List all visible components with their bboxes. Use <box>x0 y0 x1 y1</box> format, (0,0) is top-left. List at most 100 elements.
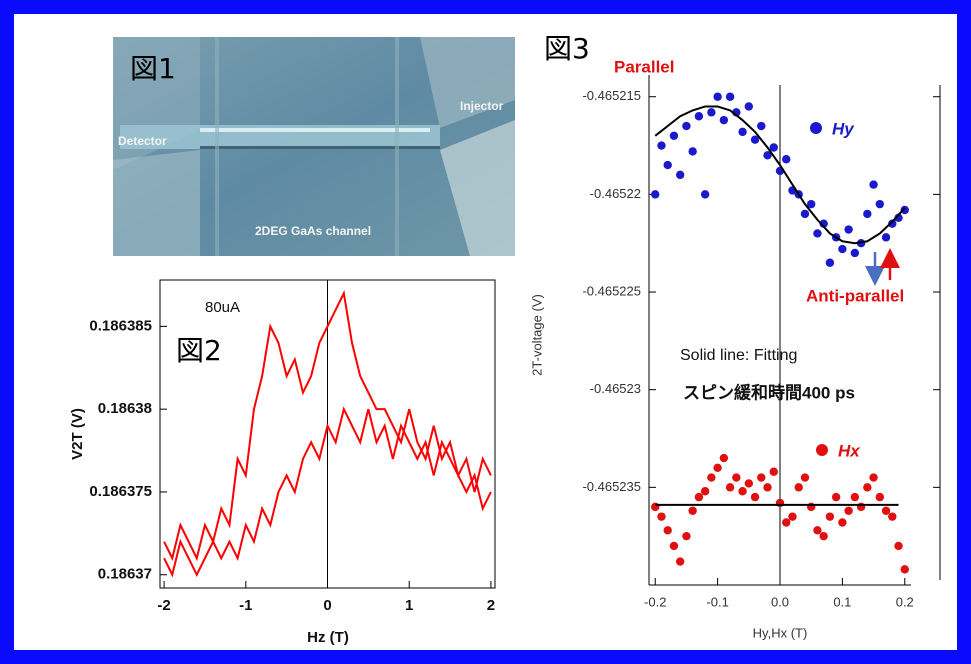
y-tick-label: 0.186385 <box>89 317 152 334</box>
data-point <box>801 210 809 218</box>
annotation: スピン緩和時間400 ps <box>683 382 855 402</box>
y-tick-label: -0.465225 <box>582 283 641 298</box>
data-point <box>670 132 678 140</box>
y-axis-label: V2T (V) <box>69 408 86 460</box>
annotation: Parallel <box>614 57 675 76</box>
data-point <box>707 108 715 116</box>
data-point <box>657 512 665 520</box>
data-point <box>770 468 778 476</box>
data-point <box>688 507 696 515</box>
y-tick-label: 0.18638 <box>98 400 152 417</box>
x-tick-label: 1 <box>405 597 413 614</box>
x-tick-label: 0.0 <box>771 594 789 609</box>
x-tick-label: 0 <box>323 597 331 614</box>
x-tick-label: -0.2 <box>644 594 666 609</box>
data-point <box>707 473 715 481</box>
data-point <box>732 473 740 481</box>
data-point <box>676 171 684 179</box>
data-point <box>819 532 827 540</box>
data-point <box>782 155 790 163</box>
data-point <box>695 493 703 501</box>
data-point <box>720 454 728 462</box>
data-point <box>763 483 771 491</box>
data-point <box>876 200 884 208</box>
data-point <box>757 473 765 481</box>
x-tick-label: -1 <box>239 597 252 614</box>
data-point <box>738 128 746 136</box>
slide: Detector Injector 2DEG GaAs channel 図1 図… <box>0 0 971 664</box>
legend-label: Hy <box>832 119 855 138</box>
legend-marker <box>810 122 822 134</box>
data-point <box>832 493 840 501</box>
data-point <box>782 518 790 526</box>
data-point <box>657 141 665 149</box>
x-tick-label: 0.2 <box>896 594 914 609</box>
data-point <box>813 526 821 534</box>
data-point <box>688 147 696 155</box>
annotation: Anti-parallel <box>806 286 904 305</box>
data-point <box>869 473 877 481</box>
data-point <box>720 116 728 124</box>
data-point <box>651 190 659 198</box>
data-point <box>882 233 890 241</box>
label: Detector <box>118 134 167 148</box>
y-axis-label: 2T-voltage (V) <box>529 294 544 376</box>
data-point <box>695 112 703 120</box>
data-point <box>894 542 902 550</box>
x-axis-label: Hz (T) <box>307 629 349 646</box>
data-point <box>826 512 834 520</box>
data-point <box>838 518 846 526</box>
legend-label: Hx <box>838 441 861 460</box>
y-tick-label: 0.186375 <box>89 483 152 500</box>
figure-label: 図3 <box>544 32 590 65</box>
data-point <box>838 245 846 253</box>
data-point <box>826 259 834 267</box>
y-tick-label: -0.465215 <box>582 88 641 103</box>
data-point <box>682 532 690 540</box>
data-point <box>757 122 765 130</box>
data-point <box>745 479 753 487</box>
y-tick-label: 0.18637 <box>98 566 152 583</box>
data-point <box>882 507 890 515</box>
data-point <box>701 190 709 198</box>
data-point <box>713 464 721 472</box>
data-point <box>664 161 672 169</box>
x-axis-label: Hy,Hx (T) <box>753 625 808 640</box>
data-point <box>676 557 684 565</box>
x-tick-label: 0.1 <box>833 594 851 609</box>
x-tick-label: -2 <box>157 597 170 614</box>
data-point <box>844 225 852 233</box>
data-point <box>851 493 859 501</box>
annotation: 80uA <box>205 299 240 316</box>
data-point <box>851 249 859 257</box>
figure-label: 図2 <box>176 334 222 367</box>
data-point <box>726 93 734 101</box>
data-point <box>863 210 871 218</box>
data-point <box>738 487 746 495</box>
data-point <box>745 102 753 110</box>
data-point <box>901 565 909 573</box>
data-point <box>876 493 884 501</box>
data-point <box>751 493 759 501</box>
data-point <box>795 483 803 491</box>
label: Injector <box>460 99 504 113</box>
data-point <box>682 122 690 130</box>
figure: Detector Injector 2DEG GaAs channel 図1 図… <box>0 0 971 664</box>
data-point <box>788 512 796 520</box>
data-point <box>869 180 877 188</box>
x-tick-label: 2 <box>487 597 495 614</box>
data-point <box>888 512 896 520</box>
label: 2DEG GaAs channel <box>255 224 371 238</box>
data-point <box>670 542 678 550</box>
data-point <box>664 526 672 534</box>
y-tick-label: -0.46522 <box>590 186 641 201</box>
data-point <box>701 487 709 495</box>
data-point <box>844 507 852 515</box>
data-point <box>813 229 821 237</box>
data-point <box>726 483 734 491</box>
data-point <box>863 483 871 491</box>
figure-label: 図1 <box>130 52 176 85</box>
data-point <box>713 93 721 101</box>
y-tick-label: -0.46523 <box>590 381 641 396</box>
legend-marker <box>816 444 828 456</box>
